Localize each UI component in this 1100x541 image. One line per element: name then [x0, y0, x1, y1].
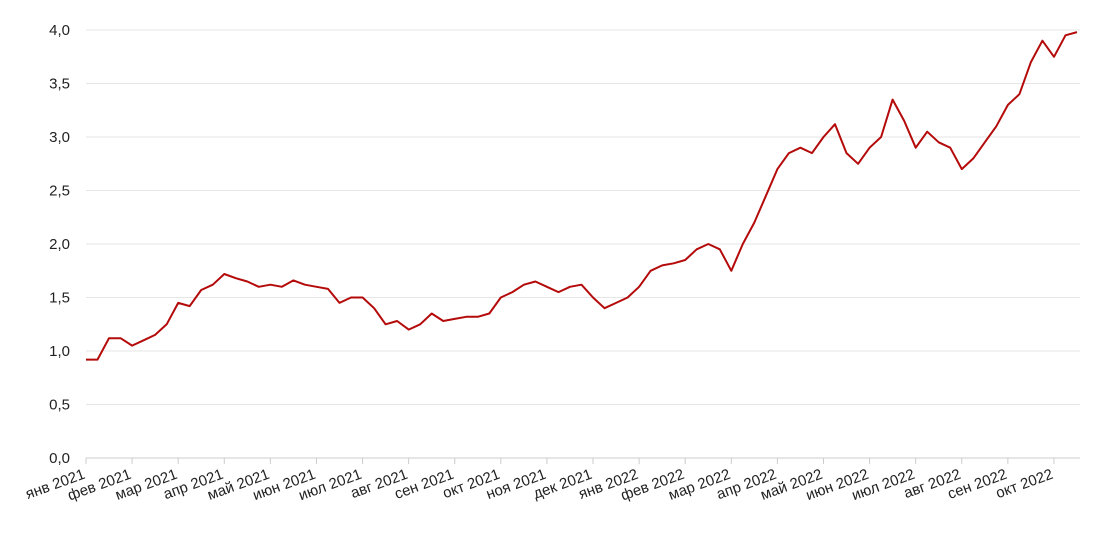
y-tick-label: 1,5 [49, 290, 70, 307]
y-tick-label: 1,0 [49, 343, 70, 360]
y-tick-label: 2,0 [49, 236, 70, 253]
y-tick-label: 3,0 [49, 129, 70, 146]
y-tick-label: 4,0 [49, 22, 70, 39]
y-tick-label: 0,5 [49, 397, 70, 414]
y-tick-label: 2,5 [49, 183, 70, 200]
y-tick-label: 0,0 [49, 450, 70, 467]
y-tick-label: 3,5 [49, 76, 70, 93]
line-series [86, 31, 1078, 361]
